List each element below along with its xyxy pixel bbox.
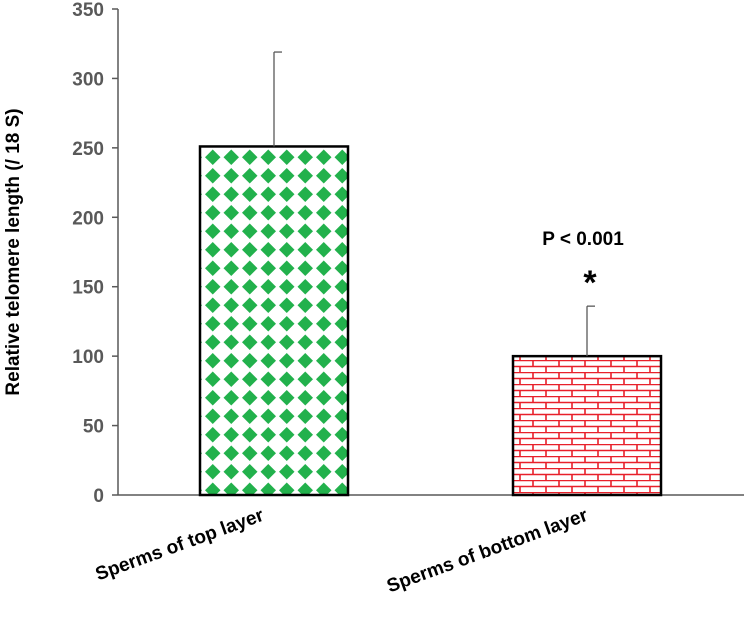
y-tick-label: 100 [72,347,104,368]
x-category-label-2: Sperms of bottom layer [384,505,591,598]
p-value-annotation: P < 0.001 [542,229,624,250]
bar-1 [198,145,350,497]
significance-asterisk: * [583,264,597,302]
y-tick-label: 350 [72,0,104,21]
y-tick-label: 0 [93,486,104,507]
y-tick-label: 200 [72,208,104,229]
y-tick-label: 250 [72,139,104,160]
y-tick-label: 50 [83,417,104,438]
y-tick-label: 150 [72,278,104,299]
y-tick-label: 300 [72,69,104,90]
y-axis-title: Relative telomere length (/ 18 S) [3,108,24,395]
bar-2 [511,354,663,497]
x-category-label-1: Sperms of top layer [93,505,267,586]
